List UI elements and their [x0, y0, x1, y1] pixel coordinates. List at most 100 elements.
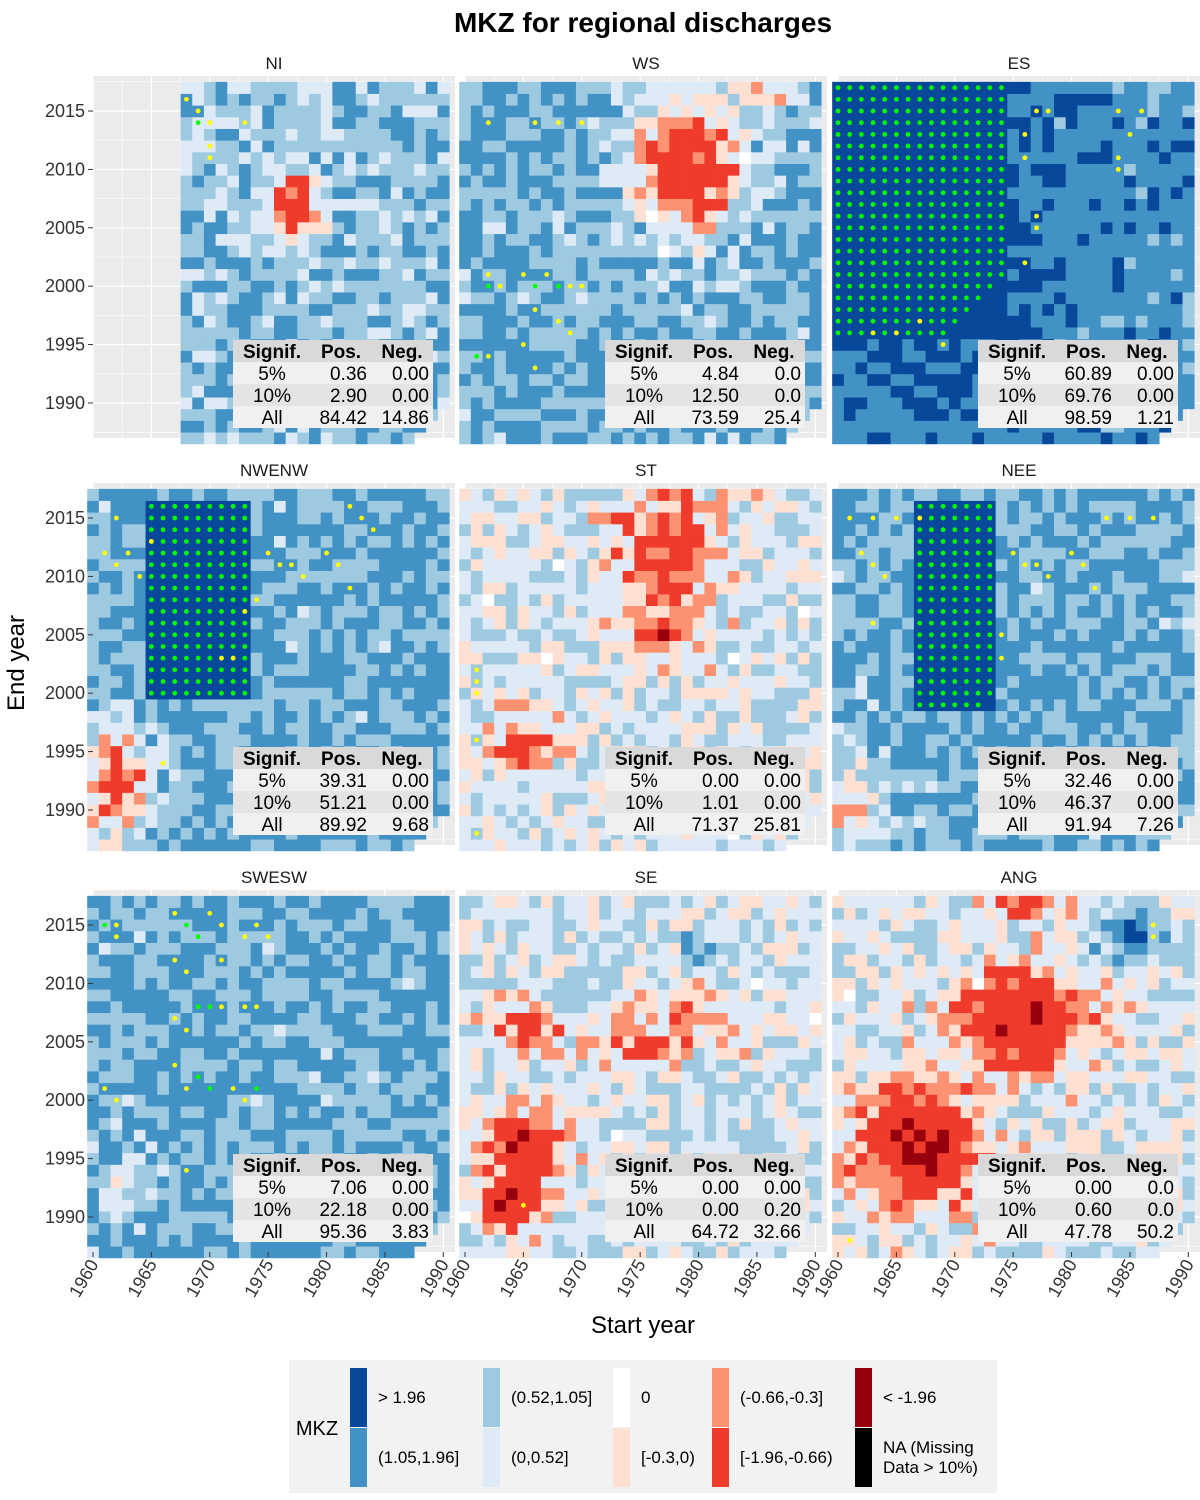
heat-cell — [925, 385, 938, 398]
significance-dot — [242, 120, 248, 126]
significance-dot — [870, 318, 876, 324]
significance-dot — [835, 318, 841, 324]
heat-cell — [634, 151, 647, 164]
significance-dot — [929, 260, 934, 266]
heat-cell — [285, 722, 298, 735]
heat-cell — [564, 547, 577, 560]
heat-cell — [762, 292, 775, 305]
significance-dot — [905, 213, 911, 219]
heat-cell — [180, 432, 193, 445]
heat-cell — [192, 408, 205, 421]
heat-cell — [110, 593, 123, 607]
significance-dot — [975, 237, 981, 242]
heat-cell — [913, 362, 926, 375]
heat-cell — [1077, 303, 1090, 316]
heat-cell — [809, 198, 822, 211]
heat-cell — [379, 327, 392, 340]
heat-cell — [367, 558, 380, 571]
heat-cell — [878, 420, 891, 433]
significance-dot — [952, 318, 958, 324]
heat-cell — [1112, 315, 1125, 328]
heat-cell — [145, 815, 158, 828]
heat-cell — [459, 815, 472, 828]
heat-cell — [552, 628, 565, 642]
heat-cell — [309, 233, 322, 246]
heat-cell — [716, 105, 729, 118]
heat-cell — [529, 350, 542, 363]
significance-dot — [905, 248, 911, 254]
heat-cells — [459, 81, 822, 445]
heat-cell — [157, 734, 170, 747]
heat-cell — [482, 593, 495, 607]
heat-cell — [669, 512, 682, 525]
heat-cell — [379, 303, 392, 316]
heat-cell — [262, 640, 275, 653]
heat-cell — [470, 582, 483, 595]
heat-cell — [367, 582, 380, 595]
heat-cell — [983, 303, 997, 316]
heat-cell — [646, 605, 659, 618]
heat-cell — [1089, 93, 1102, 106]
heat-cell — [192, 257, 205, 270]
heat-cell — [505, 547, 518, 560]
heat-cell — [355, 570, 368, 583]
heat-cell — [494, 558, 507, 571]
significance-dot — [929, 283, 934, 289]
heat-cell — [133, 722, 146, 735]
heat-cell — [1030, 303, 1043, 316]
significance-dot — [172, 550, 178, 556]
heat-cell — [414, 605, 427, 618]
table-header-cell: Pos. — [321, 749, 361, 770]
heat-cell — [227, 93, 240, 106]
heat-cell — [1170, 140, 1183, 153]
heat-cell — [494, 93, 507, 106]
heat-cell — [320, 640, 333, 653]
significance-dot — [917, 330, 923, 336]
heat-cell — [309, 303, 322, 316]
heat-cell — [622, 605, 635, 618]
heat-cell — [414, 523, 427, 536]
heat-cell — [470, 362, 483, 375]
heat-cell — [797, 175, 810, 188]
heat-cell — [332, 186, 345, 200]
heat-cell — [1135, 280, 1148, 293]
heat-cell — [681, 547, 694, 560]
heat-cell — [587, 268, 600, 281]
heat-cell — [564, 210, 577, 223]
heat-cell — [552, 500, 565, 513]
significance-dot — [242, 632, 248, 638]
heat-cell — [390, 558, 403, 571]
heat-cell — [1019, 315, 1032, 328]
heat-cell — [575, 558, 589, 571]
heat-cell — [402, 488, 415, 501]
heat-cell — [529, 175, 542, 188]
significance-dot — [952, 307, 958, 312]
heat-cell — [285, 617, 298, 630]
heat-cell — [1182, 280, 1195, 293]
significance-dot — [207, 515, 213, 521]
significance-dot — [497, 283, 503, 289]
heat-cell — [145, 757, 158, 770]
heat-cell — [529, 500, 542, 513]
heat-cell — [355, 734, 368, 747]
heat-cell — [215, 722, 228, 735]
heat-cell — [215, 221, 228, 235]
table-cell: 4.84 — [702, 364, 739, 385]
heat-cell — [669, 593, 682, 607]
panel-title: NI — [266, 54, 283, 73]
heat-cell — [332, 687, 345, 700]
significance-dot — [940, 342, 946, 347]
heat-cell — [890, 385, 903, 398]
heat-cell — [1170, 116, 1183, 129]
heat-cell — [344, 664, 357, 677]
heat-cell — [110, 687, 123, 700]
heat-cell — [925, 420, 938, 433]
heat-cell — [98, 839, 111, 852]
heat-cell — [529, 397, 542, 410]
significance-dot — [917, 178, 923, 184]
heat-cell — [203, 198, 217, 211]
heat-cell — [564, 582, 577, 595]
significance-dot — [835, 330, 841, 336]
significance-dot — [870, 85, 876, 91]
heat-cell — [1054, 221, 1067, 235]
